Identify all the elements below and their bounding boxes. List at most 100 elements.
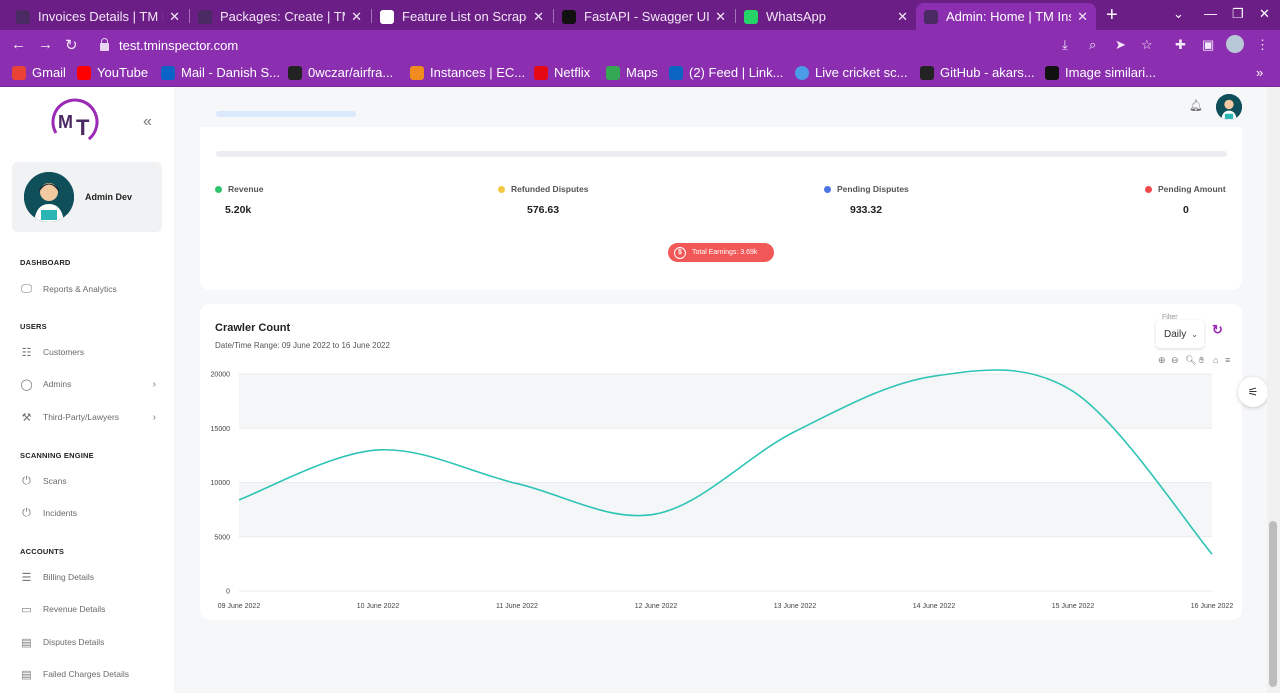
bookmark-item[interactable]: YouTube bbox=[77, 65, 148, 80]
sidebar-item-label: Reports & Analytics bbox=[43, 284, 117, 294]
browser-tab-active[interactable]: Admin: Home | TM Inspector ✕ bbox=[916, 3, 1096, 30]
browser-tab[interactable]: Packages: Create | TM Inspector ✕ bbox=[190, 3, 370, 30]
menu-dots-icon[interactable]: ⋮ bbox=[1256, 37, 1269, 52]
close-tab-icon[interactable]: ✕ bbox=[1077, 8, 1088, 24]
url-field[interactable]: test.tminspector.com bbox=[90, 33, 1090, 57]
grid-band bbox=[239, 482, 1212, 537]
globe-icon bbox=[795, 65, 809, 80]
card-icon: ▭ bbox=[21, 603, 32, 616]
browser-tab[interactable]: Invoices Details | TM Inspector ✕ bbox=[8, 3, 188, 30]
sidebar-item-revenue[interactable]: ▭ Revenue Details bbox=[20, 601, 160, 617]
y-tick-label: 10000 bbox=[211, 480, 231, 487]
bookmark-item[interactable]: Gmail bbox=[12, 65, 66, 80]
extensions-icon[interactable]: ✚ bbox=[1175, 37, 1186, 52]
star-icon[interactable]: ☆ bbox=[1141, 37, 1153, 52]
sidebar-item-scans[interactable]: ⏻ Scans bbox=[20, 473, 160, 489]
maximize-icon[interactable]: ❐ bbox=[1232, 6, 1244, 21]
total-earnings-text: Total Earnings: 3.69k bbox=[692, 249, 758, 256]
sidebar-item-failed-charges[interactable]: ▤ Failed Charges Details bbox=[20, 666, 160, 682]
profile-card: Admin Dev bbox=[12, 162, 162, 232]
total-earnings-badge: $ Total Earnings: 3.69k bbox=[668, 243, 774, 262]
stat-pending-disputes: Pending Disputes 933.32 bbox=[824, 184, 909, 216]
bookmark-item[interactable]: Netflix bbox=[534, 65, 590, 80]
breadcrumb bbox=[216, 111, 356, 117]
bookmark-item[interactable]: Image similari... bbox=[1045, 65, 1156, 80]
fastapi-icon bbox=[562, 9, 576, 24]
close-tab-icon[interactable]: ✕ bbox=[351, 8, 362, 24]
reset-zoom-icon[interactable]: ⌂ bbox=[1213, 355, 1219, 365]
collapse-sidebar-icon[interactable]: « bbox=[143, 113, 152, 130]
browser-tab[interactable]: Feature List on Scraper ✕ bbox=[372, 3, 552, 30]
zoom-in-icon[interactable]: ⊕ bbox=[1158, 355, 1166, 365]
chevron-down-icon: ⌄ bbox=[1191, 329, 1198, 339]
sidepanel-icon[interactable]: ▣ bbox=[1202, 37, 1215, 52]
magnify-icon[interactable]: 🔍︎ bbox=[1185, 355, 1197, 365]
minimize-icon[interactable]: — bbox=[1204, 6, 1217, 21]
scrollbar[interactable] bbox=[1267, 87, 1280, 693]
bookmark-item[interactable]: Maps bbox=[606, 65, 658, 80]
close-tab-icon[interactable]: ✕ bbox=[715, 8, 726, 24]
github-icon bbox=[920, 65, 934, 80]
header-avatar[interactable] bbox=[1216, 94, 1242, 120]
sidebar-item-admins[interactable]: ◯ Admins › bbox=[20, 376, 160, 392]
outlook-icon bbox=[161, 65, 175, 80]
sidebar-item-third-party[interactable]: ⚒ Third-Party/Lawyers › bbox=[20, 409, 160, 425]
tab-label: Feature List on Scraper bbox=[402, 9, 528, 24]
bookmark-item[interactable]: Live cricket sc... bbox=[795, 65, 907, 80]
close-tab-icon[interactable]: ✕ bbox=[169, 8, 180, 24]
sidebar-item-incidents[interactable]: ⏻ Incidents bbox=[20, 505, 160, 521]
netflix-icon bbox=[534, 65, 548, 80]
sidebar-item-label: Billing Details bbox=[43, 572, 95, 582]
avatar bbox=[24, 172, 74, 222]
pan-icon[interactable]: ✋︎ bbox=[1199, 355, 1205, 365]
close-tab-icon[interactable]: ✕ bbox=[533, 8, 544, 24]
list-icon: ☰ bbox=[21, 571, 32, 584]
gavel-icon: ⚒ bbox=[21, 411, 32, 424]
bookmark-item[interactable]: Instances | EC... bbox=[410, 65, 525, 80]
browser-tab[interactable]: FastAPI - Swagger UI ✕ bbox=[554, 3, 734, 30]
x-tick-label: 13 June 2022 bbox=[774, 603, 817, 610]
legend-dot bbox=[824, 185, 831, 193]
browser-tab[interactable]: WhatsApp ✕ bbox=[736, 3, 916, 30]
send-icon[interactable]: ➤ bbox=[1115, 37, 1126, 52]
reload-icon[interactable]: ↻ bbox=[65, 37, 78, 54]
close-tab-icon[interactable]: ✕ bbox=[897, 8, 908, 24]
chart-title: Crawler Count bbox=[215, 322, 291, 334]
bookmark-item[interactable]: Mail - Danish S... bbox=[161, 65, 280, 80]
filter-label: Filter bbox=[1162, 314, 1178, 321]
series-line bbox=[238, 369, 1213, 555]
tab-search-icon[interactable]: ⌄ bbox=[1173, 6, 1184, 21]
install-icon[interactable]: ⤓ bbox=[1062, 37, 1068, 52]
gmail-icon bbox=[12, 65, 26, 80]
zoom-out-icon[interactable]: ⊖ bbox=[1171, 355, 1179, 365]
sidebar-item-label: Third-Party/Lawyers bbox=[43, 412, 120, 422]
x-tick-label: 11 June 2022 bbox=[496, 603, 538, 610]
sidebar-item-billing[interactable]: ☰ Billing Details bbox=[20, 569, 160, 585]
user-circle-icon: ◯ bbox=[20, 378, 33, 391]
close-window-icon[interactable]: ✕ bbox=[1259, 6, 1270, 21]
settings-sliders-icon[interactable]: ⚟ bbox=[1238, 377, 1268, 407]
chevron-right-icon: › bbox=[152, 411, 156, 423]
bookmark-item[interactable]: 0wczar/airfra... bbox=[288, 65, 393, 80]
svg-text:T: T bbox=[76, 115, 90, 140]
scrollbar-thumb[interactable] bbox=[1269, 521, 1277, 687]
sidebar-item-reports[interactable]: 🖵 Reports & Analytics bbox=[20, 281, 160, 297]
zoom-icon[interactable]: ⌕ bbox=[1089, 37, 1097, 52]
refresh-icon[interactable]: ↻ bbox=[1212, 322, 1223, 337]
sidebar-item-disputes[interactable]: ▤ Disputes Details bbox=[20, 634, 160, 650]
bell-icon[interactable]: 🔔︎ bbox=[1189, 100, 1203, 112]
chart-menu-icon[interactable]: ≡ bbox=[1225, 355, 1231, 365]
tab-label: WhatsApp bbox=[766, 9, 826, 24]
more-bookmarks-icon[interactable]: » bbox=[1256, 65, 1264, 80]
tab-label: Invoices Details | TM Inspector bbox=[38, 9, 163, 24]
profile-icon[interactable] bbox=[1226, 35, 1244, 53]
bookmark-item[interactable]: GitHub - akars... bbox=[920, 65, 1035, 80]
back-icon[interactable]: ← bbox=[11, 36, 26, 53]
earnings-card: Revenue 5.20k Refunded Disputes 576.63 P… bbox=[200, 127, 1242, 290]
forward-icon[interactable]: → bbox=[38, 36, 53, 53]
bookmark-item[interactable]: (2) Feed | Link... bbox=[669, 65, 783, 80]
filter-dropdown[interactable]: Daily ⌄ bbox=[1156, 320, 1204, 348]
filter-select[interactable]: Daily ⌄ Filter bbox=[1156, 314, 1204, 350]
sidebar-item-customers[interactable]: ☷ Customers bbox=[20, 344, 160, 360]
new-tab-icon[interactable]: + bbox=[1106, 4, 1118, 26]
